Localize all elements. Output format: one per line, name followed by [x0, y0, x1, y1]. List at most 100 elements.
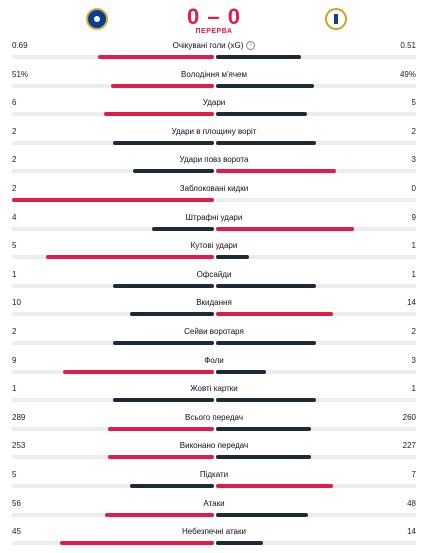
home-value: 2	[12, 126, 17, 136]
stat-row: 2 Сейви воротаря 2	[0, 324, 428, 353]
home-bar-track	[12, 283, 214, 288]
away-value: 48	[407, 498, 416, 508]
home-bar	[113, 398, 214, 403]
stat-row: 10 Вкидання 14	[0, 295, 428, 324]
stat-labels: 51% Володіння м'ячем 49%	[12, 69, 416, 81]
stat-labels: 253 Виконано передач 227	[12, 440, 416, 452]
away-bar-track	[216, 369, 416, 374]
away-bar	[216, 169, 336, 174]
stat-name: Фоли	[12, 355, 416, 367]
away-bar	[216, 55, 301, 59]
home-value: 1	[12, 384, 17, 394]
stat-labels: 0.69 Очікувані голи (xG) i 0.51	[12, 40, 416, 52]
home-bar	[59, 541, 214, 546]
home-bar-track	[12, 112, 214, 117]
away-bar-track	[216, 455, 416, 460]
stat-name-text: Очікувані голи (xG)	[172, 41, 244, 50]
stat-row: 5 Підкати 7	[0, 467, 428, 496]
stat-row: 289 Всього передач 260	[0, 410, 428, 439]
home-value: 10	[12, 298, 21, 308]
home-bar-track	[12, 255, 214, 260]
home-bar-track	[12, 483, 214, 488]
stat-name: Атаки	[12, 498, 416, 510]
away-bar-track	[216, 312, 416, 317]
stat-labels: 5 Підкати 7	[12, 469, 416, 481]
stat-name: Офсайди	[12, 269, 416, 281]
stat-name: Небезпечні атаки	[12, 526, 416, 538]
stat-name: Виконано передач	[12, 440, 416, 452]
home-bar	[129, 483, 214, 488]
away-bar-track	[216, 226, 416, 231]
away-value: 2	[411, 126, 416, 136]
stat-labels: 9 Фоли 3	[12, 355, 416, 367]
away-bar	[216, 541, 264, 546]
stat-labels: 2 Удари повз ворота 3	[12, 154, 416, 166]
away-bar	[216, 398, 316, 403]
away-bar	[216, 283, 316, 288]
stat-name-text: Удари в площину воріт	[171, 126, 257, 136]
away-value: 14	[407, 298, 416, 308]
stat-row: 2 Удари в площину воріт 2	[0, 124, 428, 153]
real-madrid-crest-icon[interactable]	[325, 8, 347, 30]
home-bar	[107, 426, 214, 431]
away-bar-track	[216, 55, 416, 59]
home-bar	[62, 369, 214, 374]
stat-name: Удари	[12, 97, 416, 109]
away-bar	[216, 455, 311, 460]
home-bar-track	[12, 369, 214, 374]
home-bar	[133, 169, 214, 174]
home-bar-track	[12, 169, 214, 174]
home-value: 4	[12, 212, 17, 222]
stat-labels: 2 Сейви воротаря 2	[12, 326, 416, 338]
stat-name-text: Удари повз ворота	[179, 155, 249, 165]
home-bar-track	[12, 83, 214, 88]
home-bar	[113, 340, 214, 345]
stat-row: 9 Фоли 3	[0, 353, 428, 382]
stat-labels: 2 Удари в площину воріт 2	[12, 126, 416, 138]
away-bar-track	[216, 483, 416, 488]
away-value: 260	[402, 412, 416, 422]
stat-row: 56 Атаки 48	[0, 496, 428, 525]
stat-name: Всього передач	[12, 412, 416, 424]
away-bar-track	[216, 340, 416, 345]
stat-name-text: Жовті картки	[190, 384, 238, 394]
match-header: 0 – 0 ПЕРЕРВА	[0, 0, 428, 38]
away-bar-track	[216, 512, 416, 517]
home-value: 6	[12, 98, 17, 108]
home-value: 45	[12, 527, 21, 537]
home-bar	[113, 283, 214, 288]
stat-labels: 6 Удари 5	[12, 97, 416, 109]
stat-name-text: Атаки	[203, 498, 225, 508]
match-status: ПЕРЕРВА	[195, 28, 233, 35]
stat-labels: 4 Штрафні удари 9	[12, 212, 416, 224]
stat-name-text: Вкидання	[196, 298, 232, 308]
home-bar	[113, 140, 214, 145]
home-value: 289	[12, 412, 26, 422]
stat-name-text: Підкати	[199, 469, 229, 479]
info-icon[interactable]: i	[246, 41, 256, 51]
home-bar	[151, 226, 214, 231]
stat-name-text: Офсайди	[196, 269, 232, 279]
stat-name-text: Кутові удари	[190, 241, 238, 251]
home-value: 1	[12, 269, 17, 279]
stat-name: Удари повз ворота	[12, 154, 416, 166]
away-value: 5	[411, 98, 416, 108]
stat-labels: 45 Небезпечні атаки 14	[12, 526, 416, 538]
away-value: 1	[411, 384, 416, 394]
home-value: 253	[12, 441, 26, 451]
home-value: 5	[12, 241, 17, 251]
away-bar-track	[216, 112, 416, 117]
match-score: 0 – 0	[187, 4, 241, 29]
home-value: 2	[12, 326, 17, 336]
home-bar-track	[12, 340, 214, 345]
away-value: 0	[411, 183, 416, 193]
stat-labels: 2 Заблоковані кидки 0	[12, 183, 416, 195]
away-bar-track	[216, 426, 416, 431]
stat-name-text: Володіння м'ячем	[181, 69, 247, 79]
away-bar-track	[216, 541, 416, 546]
chelsea-crest-icon[interactable]	[86, 8, 108, 30]
home-value: 9	[12, 355, 17, 365]
away-bar	[216, 369, 266, 374]
home-bar-track	[12, 312, 214, 317]
stat-name-text: Сейви воротаря	[184, 326, 244, 336]
